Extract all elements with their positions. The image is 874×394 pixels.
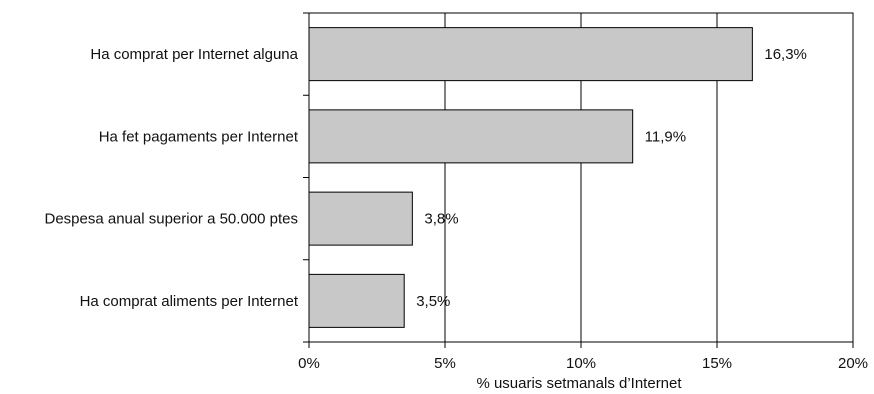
x-tick-label-3: 15% — [702, 355, 732, 372]
bar-layer — [308, 27, 753, 328]
data-label-3: 3,5% — [416, 293, 450, 310]
category-label-2: Despesa anual superior a 50.000 ptes — [44, 211, 298, 228]
data-label-2: 3,8% — [424, 211, 458, 228]
x-tick-label-1: 5% — [434, 355, 456, 372]
x-tick-label-0: 0% — [298, 355, 320, 372]
axis-layer: 0% 5% 10% 15% 20% — [298, 12, 868, 372]
bar-0 — [308, 27, 753, 82]
category-label-3: Ha comprat aliments per Internet — [80, 293, 299, 310]
data-label-1: 11,9% — [645, 128, 686, 145]
data-label-0: 16,3% — [764, 46, 807, 63]
x-tick-label-2: 10% — [566, 355, 596, 372]
bar-2 — [308, 191, 413, 246]
bar-1 — [308, 109, 634, 164]
x-tick-label-4: 20% — [838, 355, 868, 372]
category-label-0: Ha comprat per Internet alguna — [90, 46, 298, 63]
category-label-1: Ha fet pagaments per Internet — [99, 128, 299, 145]
label-layer: Ha comprat per Internet alguna 16,3% Ha fe… — [44, 46, 806, 310]
x-axis-title: % usuaris setmanals d’Internet — [476, 375, 682, 392]
bar-3 — [308, 273, 405, 328]
